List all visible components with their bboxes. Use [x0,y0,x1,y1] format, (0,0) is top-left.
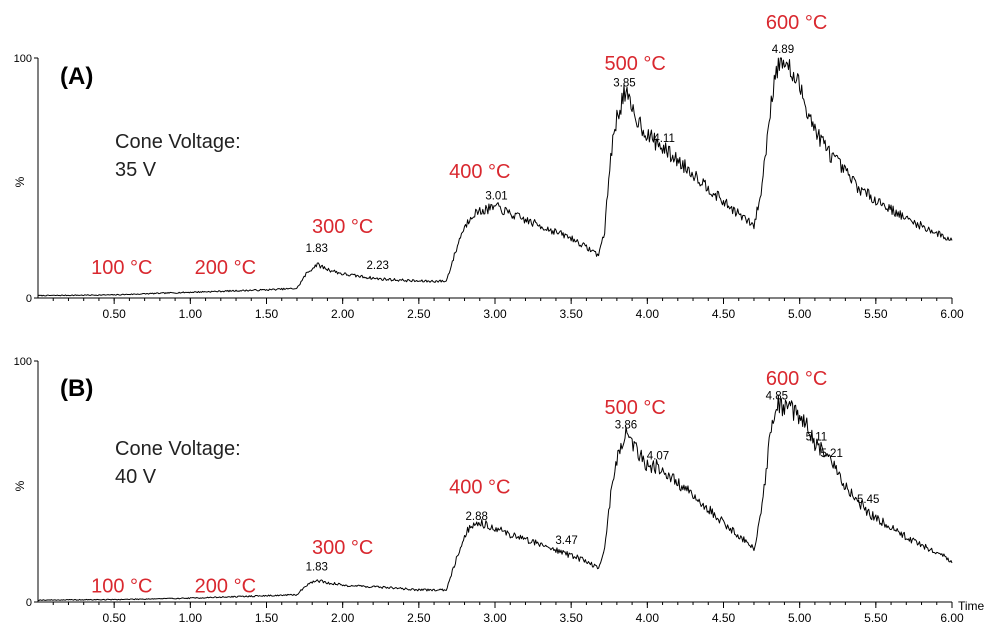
x-tick-label: 4.50 [712,611,736,625]
chromatogram-trace [37,395,953,601]
x-tick-label: 2.00 [331,611,355,625]
x-tick-label: 5.00 [788,611,812,625]
panel-a: 0 100% 0.50 1.00 1.50 2.00 2.50 3.00 3.50 4.00 4.5… [13,12,964,321]
x-tick-label: 0.50 [102,611,126,625]
temperature-label: 500 °C [604,53,665,75]
x-tick-label: 3.50 [559,307,583,321]
y-tick-label: 100 [14,53,32,65]
peak-label: 2.23 [367,260,389,272]
x-tick-label: 2.00 [331,307,355,321]
x-tick-label: 1.00 [179,307,203,321]
peak-label: 3.86 [615,419,637,431]
y-tick-label: 100 [14,356,32,368]
peak-label: 5.11 [806,431,828,443]
peak-label: 4.11 [653,133,675,145]
peak-label: 3.01 [485,190,507,202]
temperature-label: 300 °C [312,216,373,238]
cone-voltage-text: 40 V [115,466,157,488]
y-axis-label: % [13,176,27,187]
x-tick-label: 1.00 [179,611,203,625]
x-tick-label: 2.50 [407,611,431,625]
x-tick-label: 6.00 [940,611,964,625]
temperature-label: 200 °C [195,575,256,597]
peak-label: 2.88 [466,511,488,523]
x-tick-label: 5.50 [864,611,888,625]
temperature-label: 200 °C [195,257,256,279]
panel-label: (A) [60,63,93,90]
x-tick-label: 4.00 [636,307,660,321]
temperature-label: 300 °C [312,537,373,559]
y-axis-label: % [13,480,27,491]
cone-voltage-text: 35 V [115,159,157,181]
x-tick-label: 6.00 [940,307,964,321]
x-tick-label: 5.50 [864,307,888,321]
temperature-label: 400 °C [449,161,510,183]
x-tick-label: 3.50 [559,611,583,625]
peak-label: 5.45 [857,494,879,506]
x-tick-label: 1.50 [255,611,279,625]
peak-label: 3.85 [613,78,635,90]
peak-label: 5.21 [820,448,842,460]
chromatogram-trace [37,57,953,297]
x-tick-label: 0.50 [102,307,126,321]
temperature-label: 600 °C [766,368,827,390]
x-axis-title: Time [958,599,985,613]
temperature-label: 400 °C [449,477,510,499]
temperature-label: 100 °C [91,257,152,279]
x-tick-label: 5.00 [788,307,812,321]
peak-label: 4.85 [766,390,788,402]
peak-label: 4.89 [772,44,794,56]
y-tick-label: 0 [26,293,32,305]
peak-label: 1.83 [306,243,328,255]
x-tick-label: 4.50 [712,307,736,321]
panel-label: (B) [60,375,93,402]
peak-label: 4.07 [647,451,669,463]
x-tick-label: 2.50 [407,307,431,321]
temperature-label: 500 °C [604,397,665,419]
x-tick-label: 3.00 [483,611,507,625]
temperature-label: 100 °C [91,575,152,597]
y-tick-label: 0 [26,597,32,609]
x-tick-label: 4.00 [636,611,660,625]
peak-label: 1.83 [306,561,328,573]
cone-voltage-text: Cone Voltage: [115,438,241,460]
cone-voltage-text: Cone Voltage: [115,131,241,153]
temperature-label: 600 °C [766,12,827,34]
peak-label: 3.47 [555,535,577,547]
panel-b: 0 100% 0.50 1.00 1.50 2.00 2.50 3.00 3.50 4.00 4.5… [13,356,985,625]
x-tick-label: 1.50 [255,307,279,321]
x-tick-label: 3.00 [483,307,507,321]
